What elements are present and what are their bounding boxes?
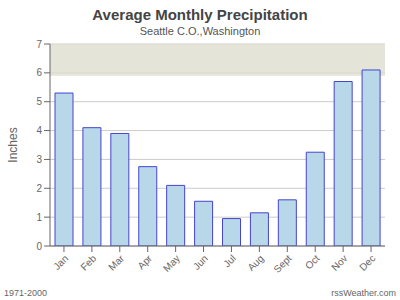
svg-text:5: 5 (36, 96, 42, 107)
svg-text:4: 4 (36, 125, 42, 136)
svg-text:Jan: Jan (51, 253, 70, 272)
svg-text:Oct: Oct (303, 253, 322, 272)
svg-text:Jun: Jun (191, 253, 210, 272)
html-text:Average Monthly Precipitation: Average Monthly Precipitation (92, 6, 308, 23)
svg-text:1: 1 (36, 212, 42, 223)
svg-text:Feb: Feb (78, 252, 98, 272)
svg-text:Mar: Mar (106, 252, 126, 272)
html-text:rssWeather.com: rssWeather.com (331, 288, 396, 298)
svg-text:6: 6 (36, 67, 42, 78)
svg-text:0: 0 (36, 241, 42, 252)
svg-text:Sept: Sept (271, 253, 293, 275)
svg-text:Aug: Aug (245, 253, 265, 273)
svg-text:Jul: Jul (221, 253, 238, 270)
svg-text:2: 2 (36, 183, 42, 194)
svg-text:Apr: Apr (135, 252, 154, 271)
svg-text:3: 3 (36, 154, 42, 165)
svg-text:May: May (161, 253, 182, 274)
svg-text:Inches: Inches (8, 127, 20, 162)
html-text:1971-2000: 1971-2000 (4, 288, 47, 298)
svg-text:Nov: Nov (329, 253, 349, 273)
svg-text:7: 7 (36, 39, 42, 50)
svg-text:Dec: Dec (357, 253, 377, 273)
html-text:Seattle C.O.,Washington: Seattle C.O.,Washington (139, 25, 261, 37)
